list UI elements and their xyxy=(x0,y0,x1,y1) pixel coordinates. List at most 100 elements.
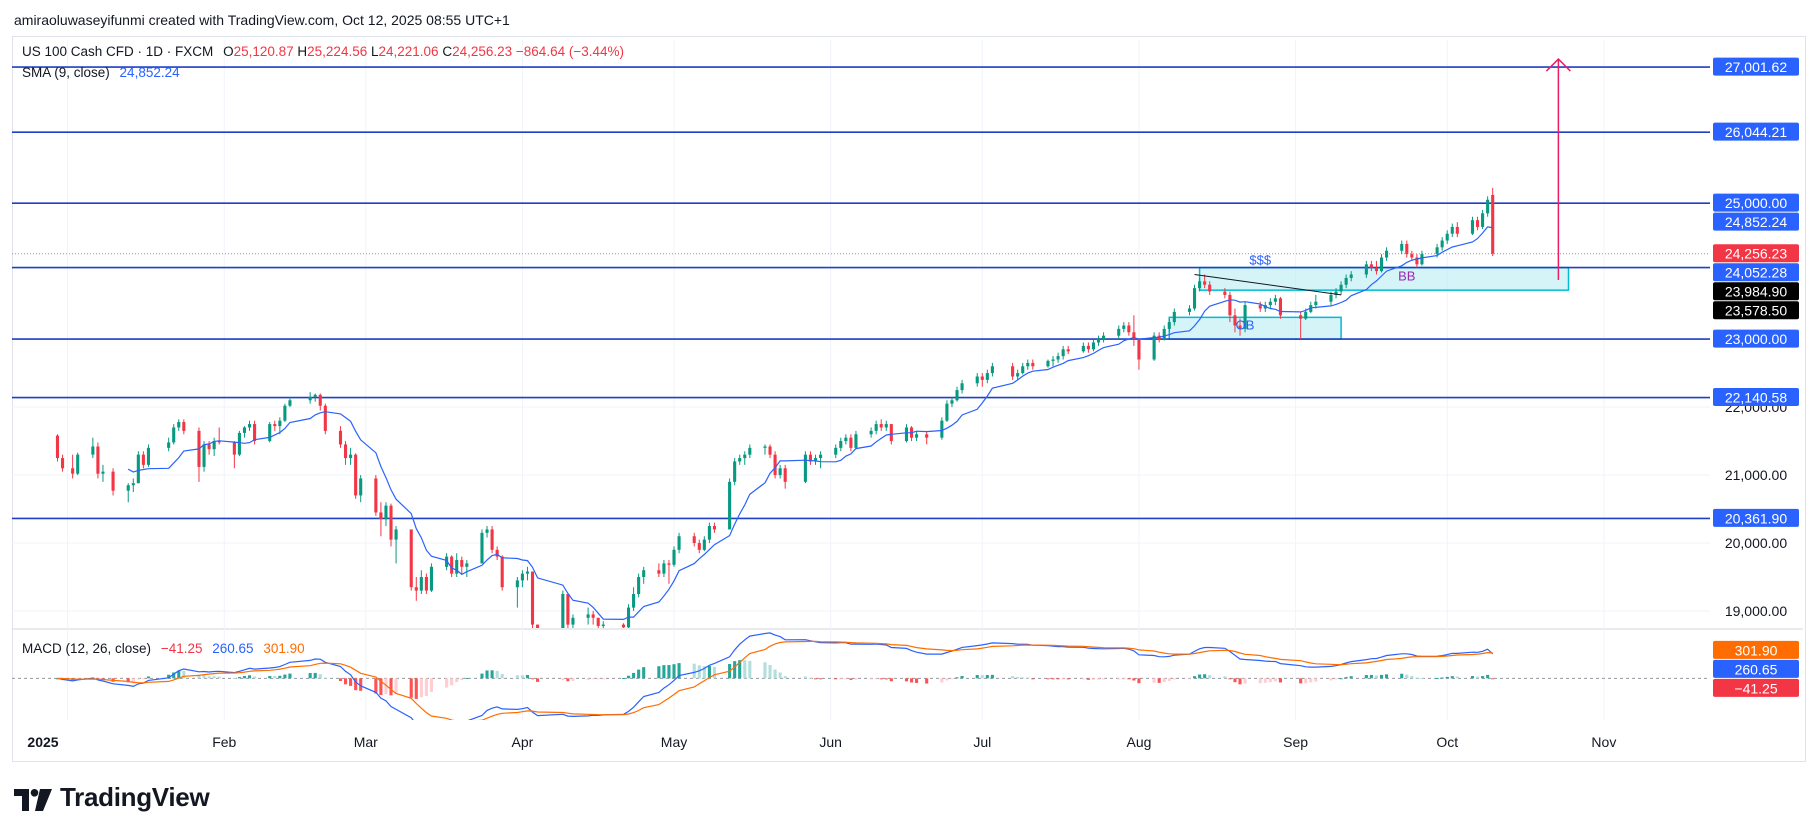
candle-body xyxy=(1273,298,1277,302)
candle-body xyxy=(414,587,418,591)
candle-body xyxy=(955,390,959,401)
macd-hist-bar xyxy=(1369,674,1373,679)
macd-hist-bar xyxy=(349,678,353,686)
price-label: 24,052.28 xyxy=(1725,265,1787,281)
candle-body xyxy=(803,454,807,482)
macd-hist-bar xyxy=(1026,677,1030,679)
candle-body xyxy=(374,478,378,513)
tradingview-logo[interactable]: TradingView xyxy=(14,782,210,813)
candle-body xyxy=(637,577,641,595)
candle-body xyxy=(1046,360,1050,367)
candle-body xyxy=(1096,339,1101,343)
candle-body xyxy=(1344,277,1348,285)
candle-body xyxy=(1486,199,1490,214)
candle-body xyxy=(424,577,428,591)
candle-body xyxy=(904,427,909,442)
macd-legend[interactable]: MACD (12, 26, close) −41.25 260.65 301.9… xyxy=(22,641,311,656)
macd-hist-bar xyxy=(460,678,464,680)
candle-body xyxy=(60,458,65,469)
low-value: 24,221.06 xyxy=(378,44,439,59)
candle-body xyxy=(813,458,818,462)
macd-hist-bar xyxy=(692,663,696,679)
candle-body xyxy=(141,454,145,465)
candle-body xyxy=(773,454,777,476)
macd-layer xyxy=(12,632,1710,720)
target-arrow-head xyxy=(1545,58,1571,72)
macd-hist-bar xyxy=(1137,678,1141,684)
macd-hist-bar xyxy=(1450,676,1454,679)
macd-hist-bar xyxy=(778,672,782,679)
macd-hist-bar xyxy=(525,674,530,679)
candle-body xyxy=(1369,264,1373,268)
macd-hist-bar xyxy=(874,678,878,680)
macd-hist-bar xyxy=(975,674,979,679)
symbol-label[interactable]: US 100 Cash CFD · 1D · FXCM xyxy=(22,44,214,59)
candle-body xyxy=(313,394,317,397)
macd-hist-bar xyxy=(1127,678,1131,680)
price-label-bg xyxy=(1713,282,1799,301)
sma-value: 24,852.24 xyxy=(119,65,180,80)
macd-hist-bar xyxy=(455,678,459,683)
macd-hist-bar xyxy=(662,665,666,679)
macd-hist-bar xyxy=(1304,678,1308,684)
macd-hist-bar xyxy=(707,666,711,679)
candle-body xyxy=(1491,194,1495,254)
candle-body xyxy=(1203,281,1207,285)
candle-body xyxy=(763,446,767,448)
macd-hist-bar xyxy=(1379,674,1384,679)
macd-hist-bar xyxy=(596,678,600,680)
macd-hist-bar xyxy=(1455,676,1459,679)
sma-legend[interactable]: SMA (9, close) 24,852.24 xyxy=(22,65,186,80)
macd-hist-bar xyxy=(197,674,201,679)
candle-body xyxy=(520,573,524,581)
candle-body xyxy=(748,447,752,455)
macd-hist-bar xyxy=(429,678,433,693)
macd-hist-bar xyxy=(1056,678,1060,680)
x-tick-label: Aug xyxy=(1126,734,1151,750)
macd-hist-bar xyxy=(1400,673,1404,679)
macd-hist-bar xyxy=(844,678,848,680)
macd-hist-bar xyxy=(909,678,914,683)
candle-body xyxy=(1132,332,1136,340)
macd-hist-bar xyxy=(1349,676,1353,679)
macd-hist-bar xyxy=(1385,674,1389,679)
candle-body xyxy=(1238,325,1242,329)
macd-signal-value: 301.90 xyxy=(263,641,305,656)
candle-body xyxy=(601,624,605,626)
macd-label: 260.65 xyxy=(1735,661,1778,677)
macd-hist-bar xyxy=(1233,678,1237,683)
x-tick-label: 2025 xyxy=(27,734,58,750)
candle-body xyxy=(778,468,782,476)
macd-hist-bar xyxy=(1405,674,1409,679)
macd-hist-bar xyxy=(1132,678,1136,681)
candle-body xyxy=(1016,373,1020,377)
candle-body xyxy=(1117,328,1121,336)
macd-hist-bar xyxy=(808,677,813,679)
candle-body xyxy=(1278,298,1282,316)
macd-hist-bar xyxy=(738,660,742,679)
candle-body xyxy=(586,614,590,618)
macd-hist-bar xyxy=(915,678,919,683)
macd-hist-bar xyxy=(318,674,322,679)
macd-hist-bar xyxy=(1420,678,1424,680)
macd-hist-bar xyxy=(667,665,671,679)
candle-body xyxy=(1228,294,1232,316)
macd-hist-bar xyxy=(566,678,570,682)
candle-body xyxy=(677,536,681,550)
candle-body xyxy=(1258,305,1262,309)
macd-hist-bar xyxy=(131,678,135,683)
candle-body xyxy=(1268,301,1272,306)
candle-body xyxy=(126,485,130,491)
macd-label-bg xyxy=(1713,678,1799,697)
candle-body xyxy=(1243,305,1247,329)
candle-body xyxy=(657,570,661,574)
candle-body xyxy=(1056,356,1060,360)
attribution-text: amiraoluwaseyifunmi created with Trading… xyxy=(14,12,510,28)
candle-body xyxy=(591,614,595,618)
price-label-bg xyxy=(1713,193,1799,212)
candle-body xyxy=(55,435,60,459)
macd-hist-bar xyxy=(591,678,595,680)
macd-hist-bar xyxy=(232,677,236,679)
macd-hist-bar xyxy=(212,676,216,679)
